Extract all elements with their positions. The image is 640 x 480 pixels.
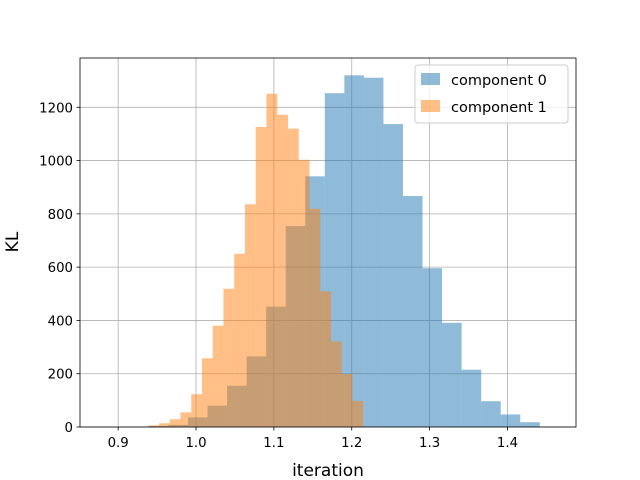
- histogram-bar: [169, 419, 181, 427]
- histogram-bar: [344, 75, 364, 427]
- histogram-bar: [277, 114, 288, 428]
- x-tick-label: 1.0: [185, 436, 206, 451]
- y-tick-label: 600: [48, 261, 73, 276]
- histogram-bar: [223, 288, 235, 427]
- legend-label-component-1: component 1: [451, 100, 547, 116]
- x-tick-label: 1.2: [341, 436, 362, 451]
- legend-label-component-0: component 0: [451, 73, 547, 89]
- histogram-bar: [298, 159, 310, 428]
- histogram-bar: [320, 291, 331, 427]
- series-component-1-bars: [148, 93, 364, 428]
- histogram-bar: [402, 196, 423, 427]
- histogram-bar: [212, 325, 224, 427]
- histogram-bar: [287, 128, 299, 427]
- histogram-bar: [234, 253, 245, 427]
- legend-swatch-component-1: [421, 100, 440, 112]
- histogram-bar: [266, 93, 278, 427]
- y-axis-label: KL: [3, 231, 23, 252]
- y-axis-ticks: 0 200 400 600 800 1000 1200: [39, 101, 80, 436]
- histogram-bar: [520, 422, 540, 427]
- histogram-bar: [330, 341, 342, 427]
- legend: component 0 component 1: [414, 64, 569, 124]
- y-tick-label: 800: [48, 208, 73, 223]
- histogram-bar: [352, 400, 364, 427]
- histogram-bar: [255, 127, 267, 427]
- histogram-bar: [191, 394, 203, 427]
- x-tick-label: 1.1: [263, 436, 284, 451]
- x-tick-label: 1.3: [419, 436, 440, 451]
- histogram-bar: [148, 425, 160, 427]
- histogram-bar: [383, 124, 403, 428]
- x-tick-label: 1.4: [497, 436, 518, 451]
- x-axis-label: iteration: [292, 461, 364, 480]
- histogram-bar: [180, 412, 192, 427]
- histogram-bar: [500, 414, 521, 427]
- histogram-bar: [442, 322, 462, 427]
- histogram-bar: [341, 373, 353, 427]
- histogram-bar: [481, 401, 501, 427]
- y-tick-label: 1200: [39, 101, 73, 116]
- legend-swatch-component-0: [421, 73, 440, 85]
- histogram-bar: [309, 208, 321, 427]
- histogram-bar: [202, 358, 213, 427]
- histogram-bar: [363, 77, 384, 428]
- y-tick-label: 400: [48, 314, 73, 329]
- y-tick-label: 1000: [39, 155, 73, 170]
- y-tick-label: 0: [65, 421, 73, 436]
- x-tick-label: 0.9: [108, 436, 129, 451]
- histogram-bar: [461, 369, 482, 427]
- histogram-bar: [244, 204, 256, 427]
- x-axis-ticks: 0.9 1.0 1.1 1.2 1.3 1.4: [108, 427, 518, 451]
- histogram-bar: [159, 423, 170, 427]
- y-tick-label: 200: [48, 368, 73, 383]
- legend-frame: [414, 64, 569, 124]
- plot-frame: [79, 57, 577, 428]
- histogram-bar: [422, 268, 443, 427]
